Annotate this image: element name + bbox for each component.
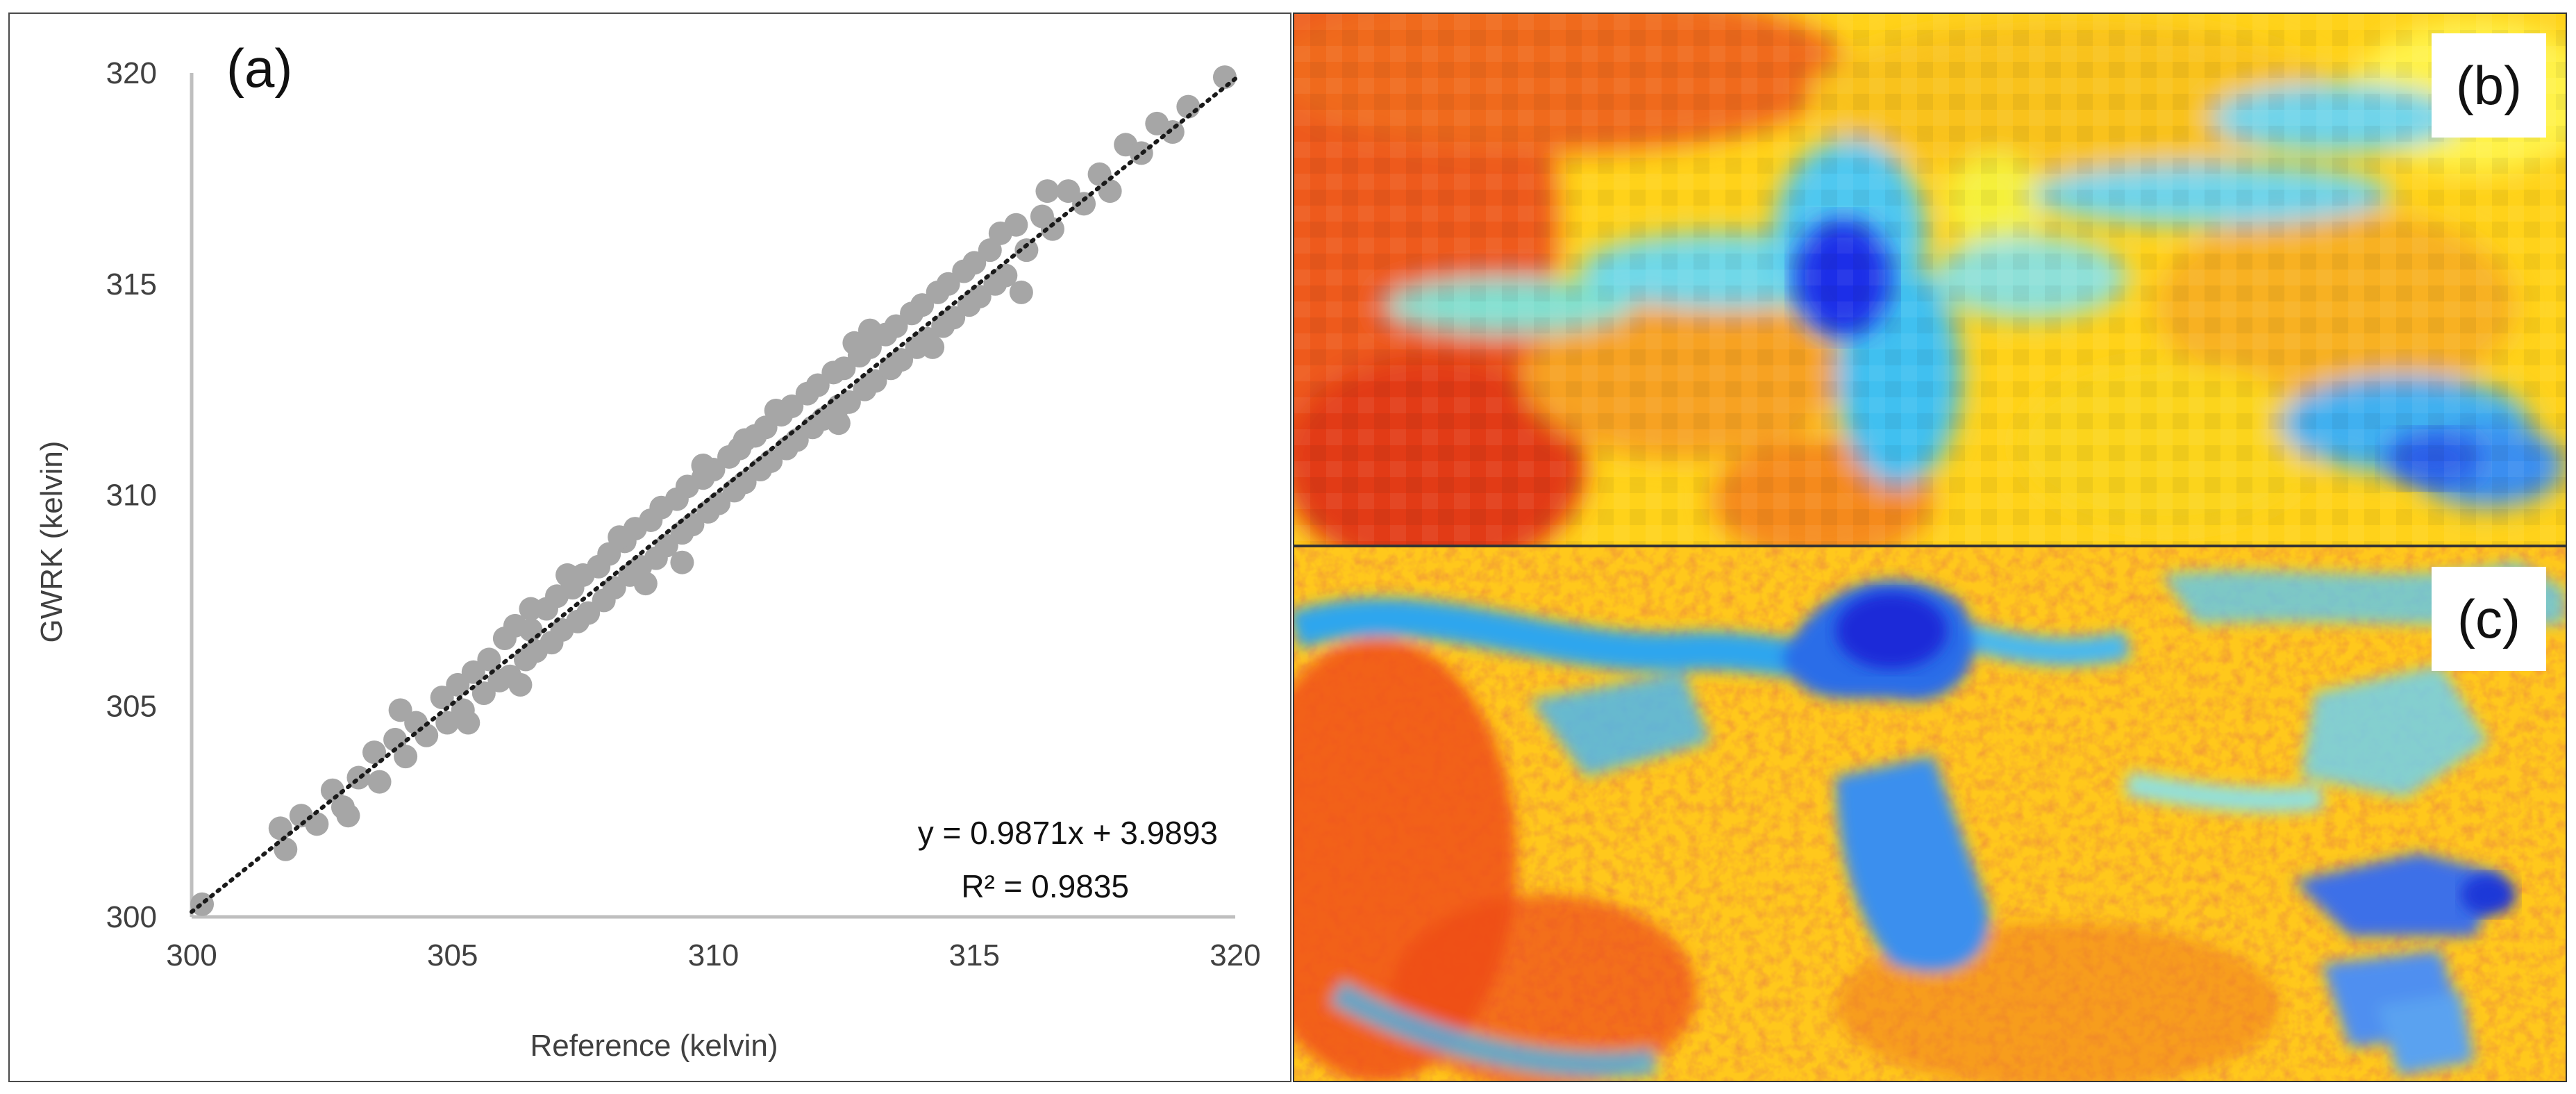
scatter-point	[346, 765, 371, 790]
scatter-point	[394, 745, 418, 769]
x-tick-label: 305	[427, 938, 478, 972]
scatter-point	[415, 723, 439, 747]
scatter-point	[456, 711, 480, 735]
scatter-point	[889, 348, 914, 372]
scatter-point	[921, 335, 945, 359]
scatter-point	[305, 812, 329, 836]
x-tick-label: 315	[949, 938, 1000, 972]
x-tick-label: 300	[166, 938, 217, 972]
scatter-point	[508, 672, 533, 697]
scatter-point	[884, 314, 908, 338]
scatter-point	[608, 525, 632, 549]
scatter-points	[190, 65, 1237, 916]
y-tick-label: 315	[106, 267, 157, 301]
scatter-point	[519, 618, 543, 642]
y-tick-label: 310	[106, 479, 157, 513]
trendline-equation: y = 0.9871x + 3.9893	[918, 815, 1218, 851]
scatter-point	[654, 533, 678, 558]
scatter-point	[633, 572, 658, 596]
scatter-point	[576, 601, 601, 625]
axes	[190, 73, 1235, 919]
x-axis-label: Reference (kelvin)	[530, 1029, 778, 1063]
scatter-point	[1004, 213, 1028, 237]
y-axis-label: GWRK (kelvin)	[35, 441, 69, 643]
scatter-point	[435, 711, 460, 735]
r-squared-label: R² = 0.9835	[961, 868, 1129, 904]
y-tick-label: 300	[106, 900, 157, 934]
scatter-point	[336, 804, 360, 828]
y-tick-label: 305	[106, 689, 157, 723]
scatter-point	[910, 293, 935, 317]
scatter-point	[1040, 217, 1064, 241]
scatter-point	[1009, 280, 1033, 304]
scatter-point	[477, 647, 501, 672]
scatter-point	[978, 238, 1002, 263]
scatter-point	[805, 373, 830, 397]
trendline-layer	[190, 76, 1237, 914]
scatter-point	[733, 428, 757, 452]
scatter-point	[858, 318, 882, 342]
trendline	[190, 76, 1237, 914]
scatter-point	[1072, 192, 1096, 216]
scatter-point	[190, 892, 215, 916]
scatter-point	[764, 399, 788, 422]
scatter-point	[691, 453, 715, 477]
scatter-point	[597, 542, 621, 566]
scatter-point	[446, 672, 470, 697]
x-tick-labels: 300 305 310 315 320	[166, 938, 1260, 972]
scatter-point	[1087, 162, 1112, 186]
raster-b-image	[1294, 14, 2566, 545]
scatter-point	[1014, 238, 1039, 263]
raster-c-image	[1294, 547, 2566, 1081]
scatter-panel-frame: 300 305 310 315 320 300 305 310 315 320 (a) Refe…	[8, 13, 1291, 1082]
scatter-point	[1212, 65, 1237, 90]
scatter-point	[602, 576, 626, 600]
raster-panel-c: (c)	[1293, 546, 2567, 1082]
scatter-point	[842, 331, 867, 355]
scatter-point	[832, 356, 856, 381]
x-tick-label: 320	[1210, 938, 1260, 972]
scatter-point	[367, 770, 392, 794]
panel-label-b: (b)	[2432, 33, 2546, 138]
scatter-point	[994, 263, 1018, 288]
x-tick-label: 310	[688, 938, 739, 972]
scatter-point	[268, 816, 292, 840]
scatter-point	[430, 686, 454, 710]
scatter-point	[962, 251, 987, 275]
scatter-point	[471, 681, 496, 706]
raster-panel-b: (b)	[1293, 13, 2567, 546]
scatter-point	[863, 369, 887, 393]
y-tick-label: 320	[106, 56, 157, 90]
scatter-point	[837, 390, 861, 414]
scatter-point	[519, 597, 543, 621]
scatter-point	[967, 284, 992, 308]
scatter-point	[670, 550, 694, 574]
scatter-point	[555, 563, 580, 587]
scatter-point	[362, 740, 387, 765]
scatter-point	[942, 306, 966, 330]
scatter-point	[388, 698, 412, 722]
panel-label-a: (a)	[226, 38, 292, 99]
scatter-chart: 300 305 310 315 320 300 305 310 315 320 (a) Refe…	[35, 38, 1261, 1063]
scatter-point	[1056, 179, 1080, 204]
scatter-point	[1035, 179, 1060, 204]
scatter-point	[936, 272, 960, 296]
scatter-point	[1160, 120, 1185, 144]
scatter-point	[753, 415, 778, 440]
y-tick-labels: 300 305 310 315 320	[106, 56, 157, 934]
scatter-point	[461, 660, 485, 684]
scatter-point	[826, 411, 851, 436]
panel-label-c: (c)	[2432, 567, 2546, 671]
